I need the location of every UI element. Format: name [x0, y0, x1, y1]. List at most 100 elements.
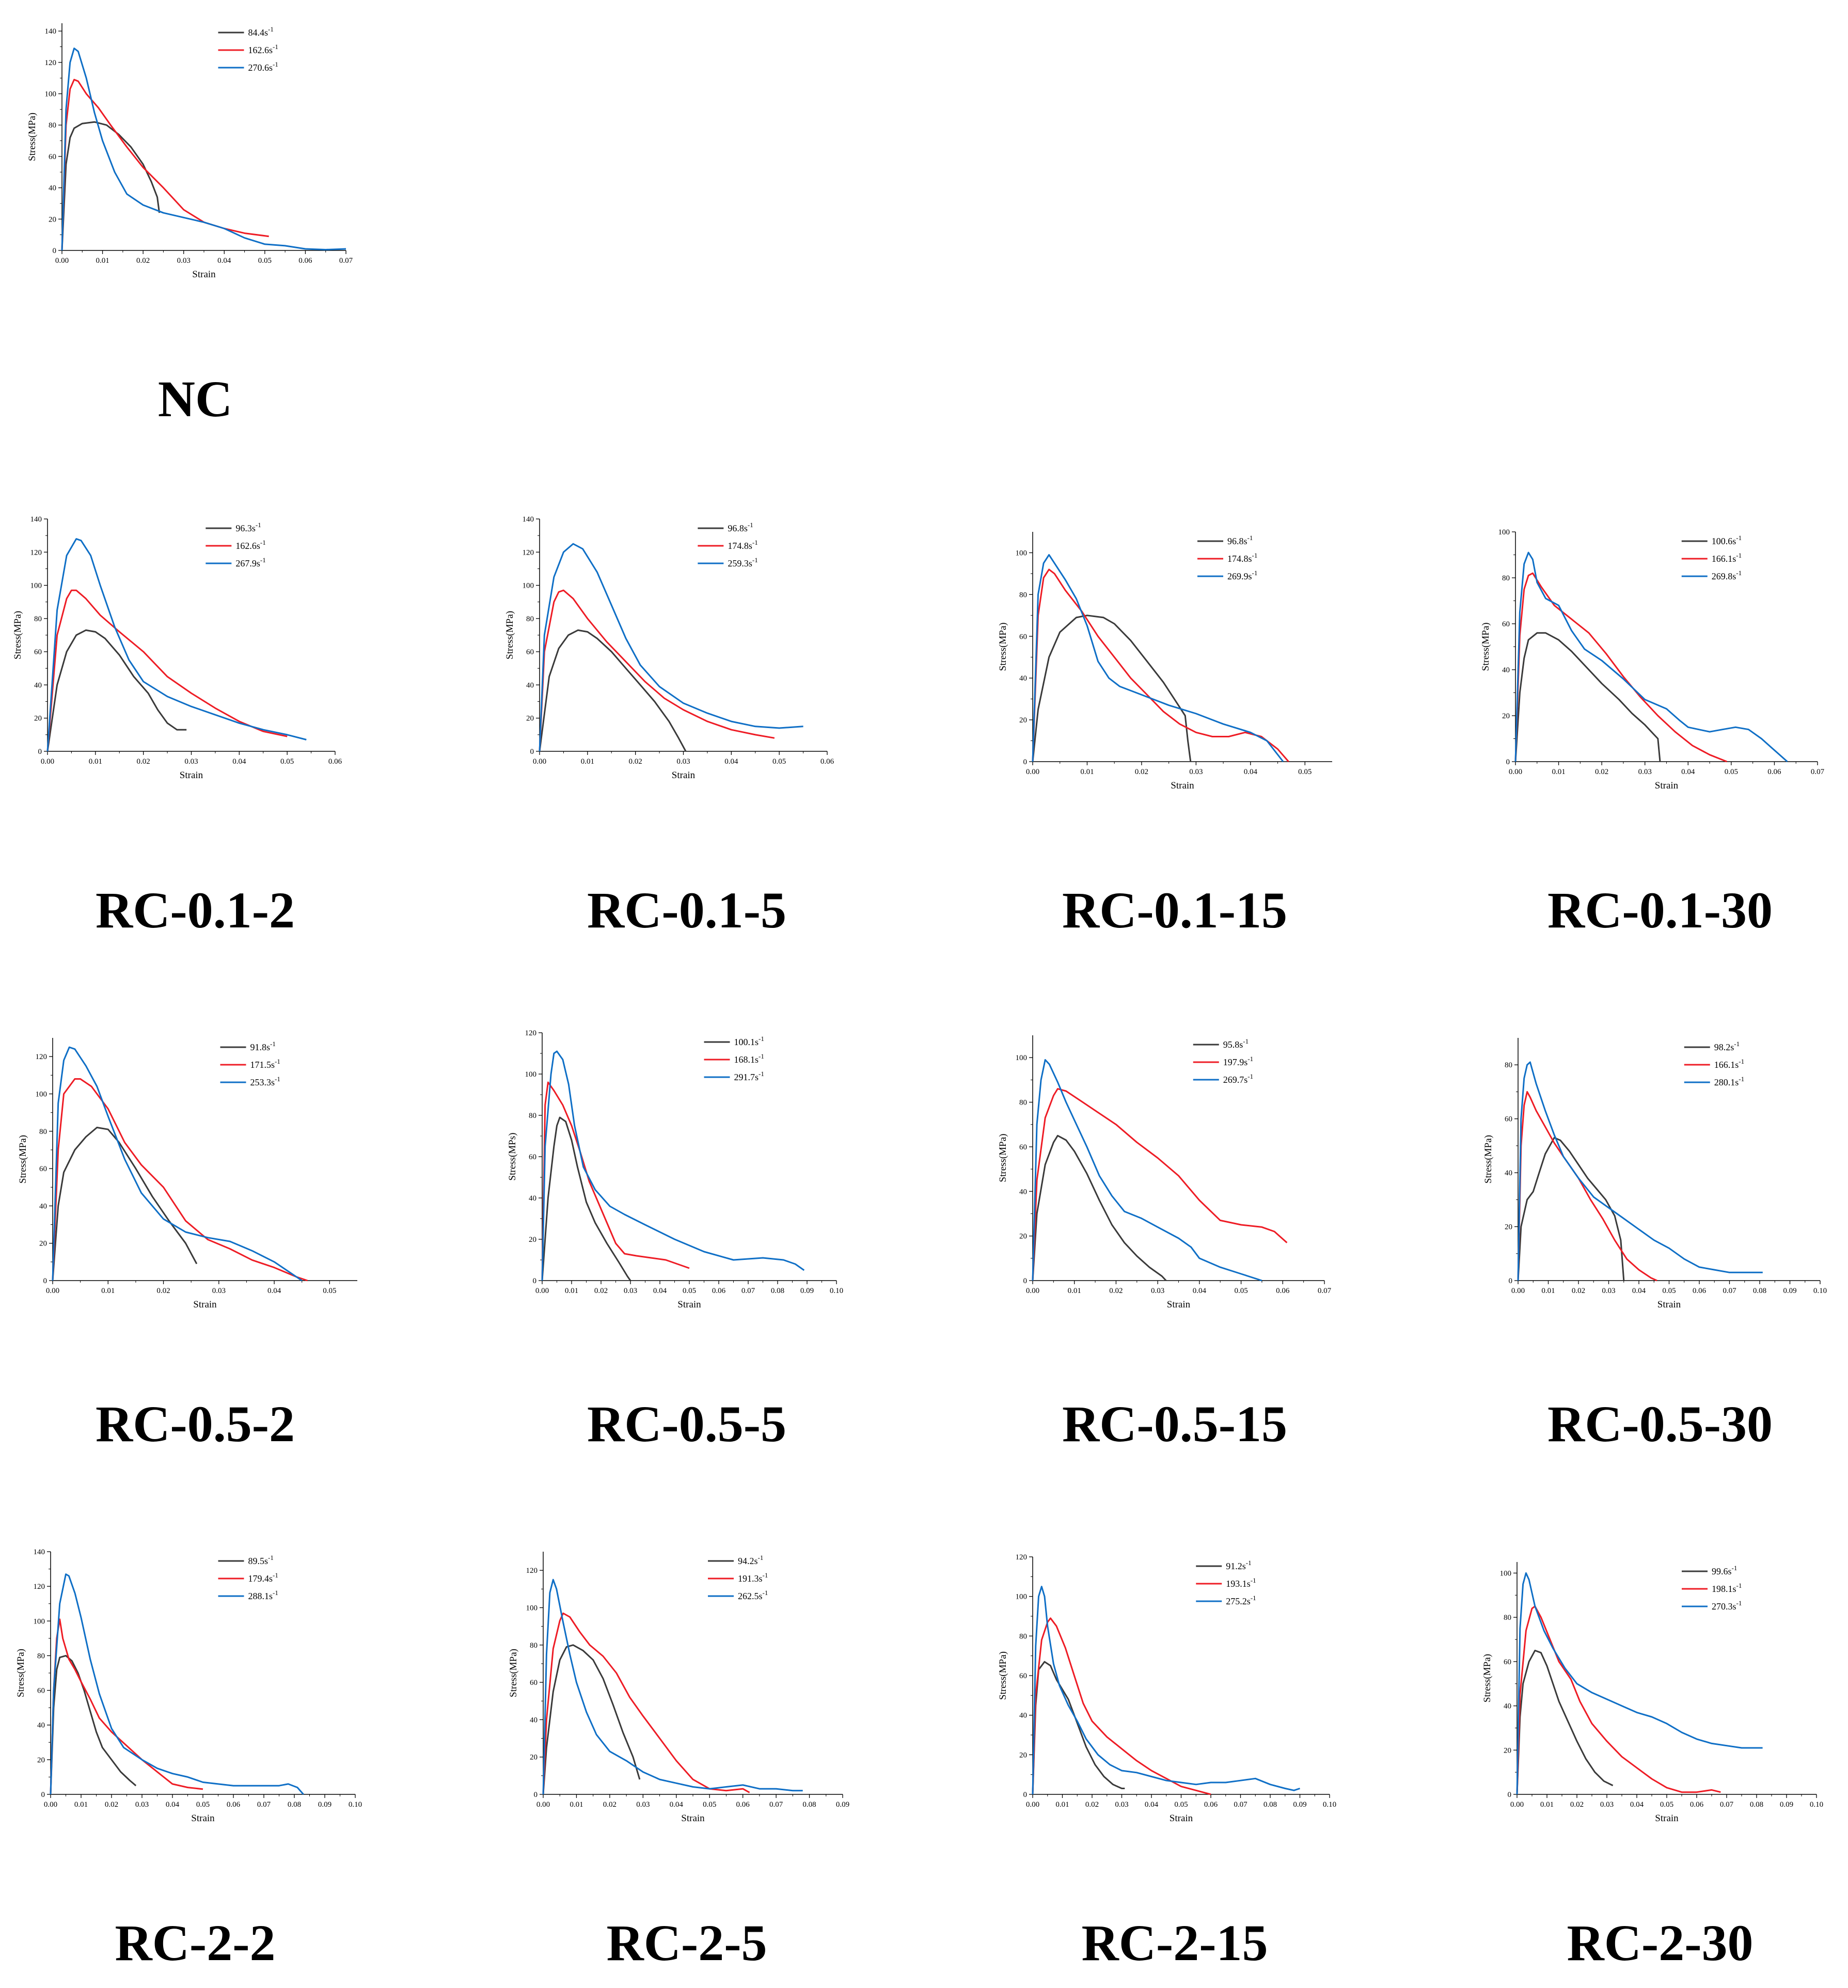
- y-axis-label: Stress(MPa): [504, 611, 515, 659]
- y-tick-label: 100: [1498, 528, 1510, 537]
- y-tick-label: 0: [534, 1791, 538, 1799]
- panel-caption: RC-2-15: [1081, 1914, 1268, 1971]
- x-tick-label: 0.04: [1244, 768, 1258, 776]
- y-tick-label: 120: [1016, 1553, 1028, 1561]
- panel-caption: NC: [157, 370, 233, 428]
- x-axis-label: Strain: [180, 770, 203, 781]
- y-axis-label: Stress(MPa): [508, 1649, 519, 1697]
- series-line-197_9s: [1032, 1088, 1288, 1281]
- x-axis-label: Strain: [1657, 1299, 1681, 1310]
- x-tick-label: 0.08: [802, 1801, 816, 1809]
- y-tick-label: 40: [49, 184, 56, 193]
- legend-label: 96.3s-1: [235, 521, 261, 533]
- legend-label: 168.1s-1: [734, 1052, 764, 1065]
- x-tick-label: 0.04: [1630, 1801, 1644, 1809]
- series-line-267_9s: [46, 538, 307, 752]
- series-line-270_3s: [1516, 1572, 1763, 1795]
- y-tick-label: 60: [1019, 633, 1027, 641]
- series-line-162_6s: [46, 589, 288, 752]
- x-tick-label: 0.07: [339, 257, 353, 265]
- x-tick-label: 0.10: [1813, 1287, 1827, 1295]
- x-tick-label: 0.02: [594, 1287, 608, 1295]
- x-tick-label: 0.02: [1109, 1287, 1123, 1295]
- x-tick-label: 0.10: [1810, 1801, 1823, 1809]
- legend-label: 174.8s-1: [1227, 551, 1257, 564]
- series-line-288_1s: [50, 1573, 304, 1795]
- x-tick-label: 0.09: [1293, 1801, 1306, 1809]
- y-tick-label: 120: [525, 1029, 537, 1037]
- x-tick-label: 0.00: [44, 1801, 57, 1809]
- legend-label: 96.8s-1: [728, 521, 753, 533]
- y-tick-label: 40: [1019, 1712, 1027, 1720]
- x-tick-label: 0.01: [581, 758, 594, 766]
- y-tick-label: 20: [1019, 1751, 1027, 1759]
- x-tick-label: 0.08: [288, 1801, 301, 1809]
- y-tick-label: 80: [1505, 1061, 1512, 1069]
- x-axis-label: Strain: [672, 770, 696, 781]
- legend-label: 193.1s-1: [1226, 1576, 1256, 1589]
- series-line-96_8s: [539, 629, 687, 752]
- x-axis-label: Strain: [681, 1813, 705, 1824]
- y-tick-label: 80: [34, 615, 42, 623]
- x-tick-label: 0.04: [1145, 1801, 1159, 1809]
- x-tick-label: 0.01: [1552, 768, 1565, 776]
- legend-label: 91.8s-1: [250, 1040, 276, 1052]
- y-axis-label: Stress(MPa): [1482, 1654, 1493, 1702]
- y-axis-label: Stress(MPa): [998, 1651, 1008, 1700]
- y-tick-label: 100: [1016, 549, 1028, 557]
- y-tick-label: 100: [525, 1070, 537, 1079]
- x-tick-label: 0.05: [196, 1801, 210, 1809]
- series-line-166_1s: [1514, 572, 1728, 763]
- y-tick-label: 80: [1019, 1099, 1027, 1107]
- x-tick-label: 0.04: [232, 758, 246, 766]
- y-tick-label: 20: [39, 1240, 47, 1248]
- x-axis-label: Strain: [1167, 1299, 1191, 1310]
- y-axis-label: Stress(MPs): [507, 1133, 518, 1181]
- x-tick-label: 0.00: [41, 758, 54, 766]
- y-tick-label: 80: [1502, 574, 1510, 582]
- series-line-84_4s: [61, 121, 161, 251]
- y-tick-label: 100: [34, 1617, 45, 1626]
- y-tick-label: 20: [526, 715, 534, 723]
- y-tick-label: 0: [1506, 758, 1510, 766]
- y-tick-label: 60: [530, 1679, 538, 1687]
- y-tick-label: 140: [34, 1548, 45, 1556]
- y-tick-label: 80: [1019, 1632, 1027, 1640]
- y-axis-label: Stress(MPa): [18, 1135, 28, 1184]
- panel-caption: RC-0.1-5: [587, 881, 787, 939]
- x-axis-label: Strain: [1171, 780, 1194, 791]
- panel-caption: RC-0.1-2: [95, 881, 295, 939]
- y-tick-label: 80: [529, 1112, 536, 1120]
- y-tick-label: 100: [523, 582, 534, 590]
- x-tick-label: 0.02: [1595, 768, 1608, 776]
- series-line-166_1s: [1517, 1091, 1657, 1282]
- series-line-100_6s: [1514, 632, 1661, 762]
- x-tick-label: 0.01: [565, 1287, 578, 1295]
- legend-label: 96.8s-1: [1227, 534, 1253, 546]
- y-axis-label: Stress(MPa): [12, 611, 23, 659]
- x-tick-label: 0.05: [1234, 1287, 1247, 1295]
- x-tick-label: 0.02: [136, 257, 150, 265]
- y-tick-label: 40: [34, 681, 42, 689]
- y-tick-label: 0: [38, 748, 42, 756]
- x-tick-label: 0.02: [156, 1287, 170, 1295]
- legend-label: 191.3s-1: [738, 1571, 768, 1584]
- series-line-96_3s: [46, 629, 187, 752]
- y-tick-label: 20: [1019, 716, 1027, 724]
- x-tick-label: 0.05: [1174, 1801, 1188, 1809]
- x-tick-label: 0.09: [1780, 1801, 1793, 1809]
- series-line-198_1s: [1516, 1605, 1721, 1795]
- x-tick-label: 0.10: [830, 1287, 843, 1295]
- x-tick-label: 0.05: [1660, 1801, 1673, 1809]
- x-tick-label: 0.00: [533, 758, 546, 766]
- legend-label: 162.6s-1: [235, 539, 265, 551]
- x-tick-label: 0.03: [135, 1801, 149, 1809]
- y-tick-label: 100: [30, 582, 42, 590]
- y-tick-label: 40: [529, 1194, 536, 1203]
